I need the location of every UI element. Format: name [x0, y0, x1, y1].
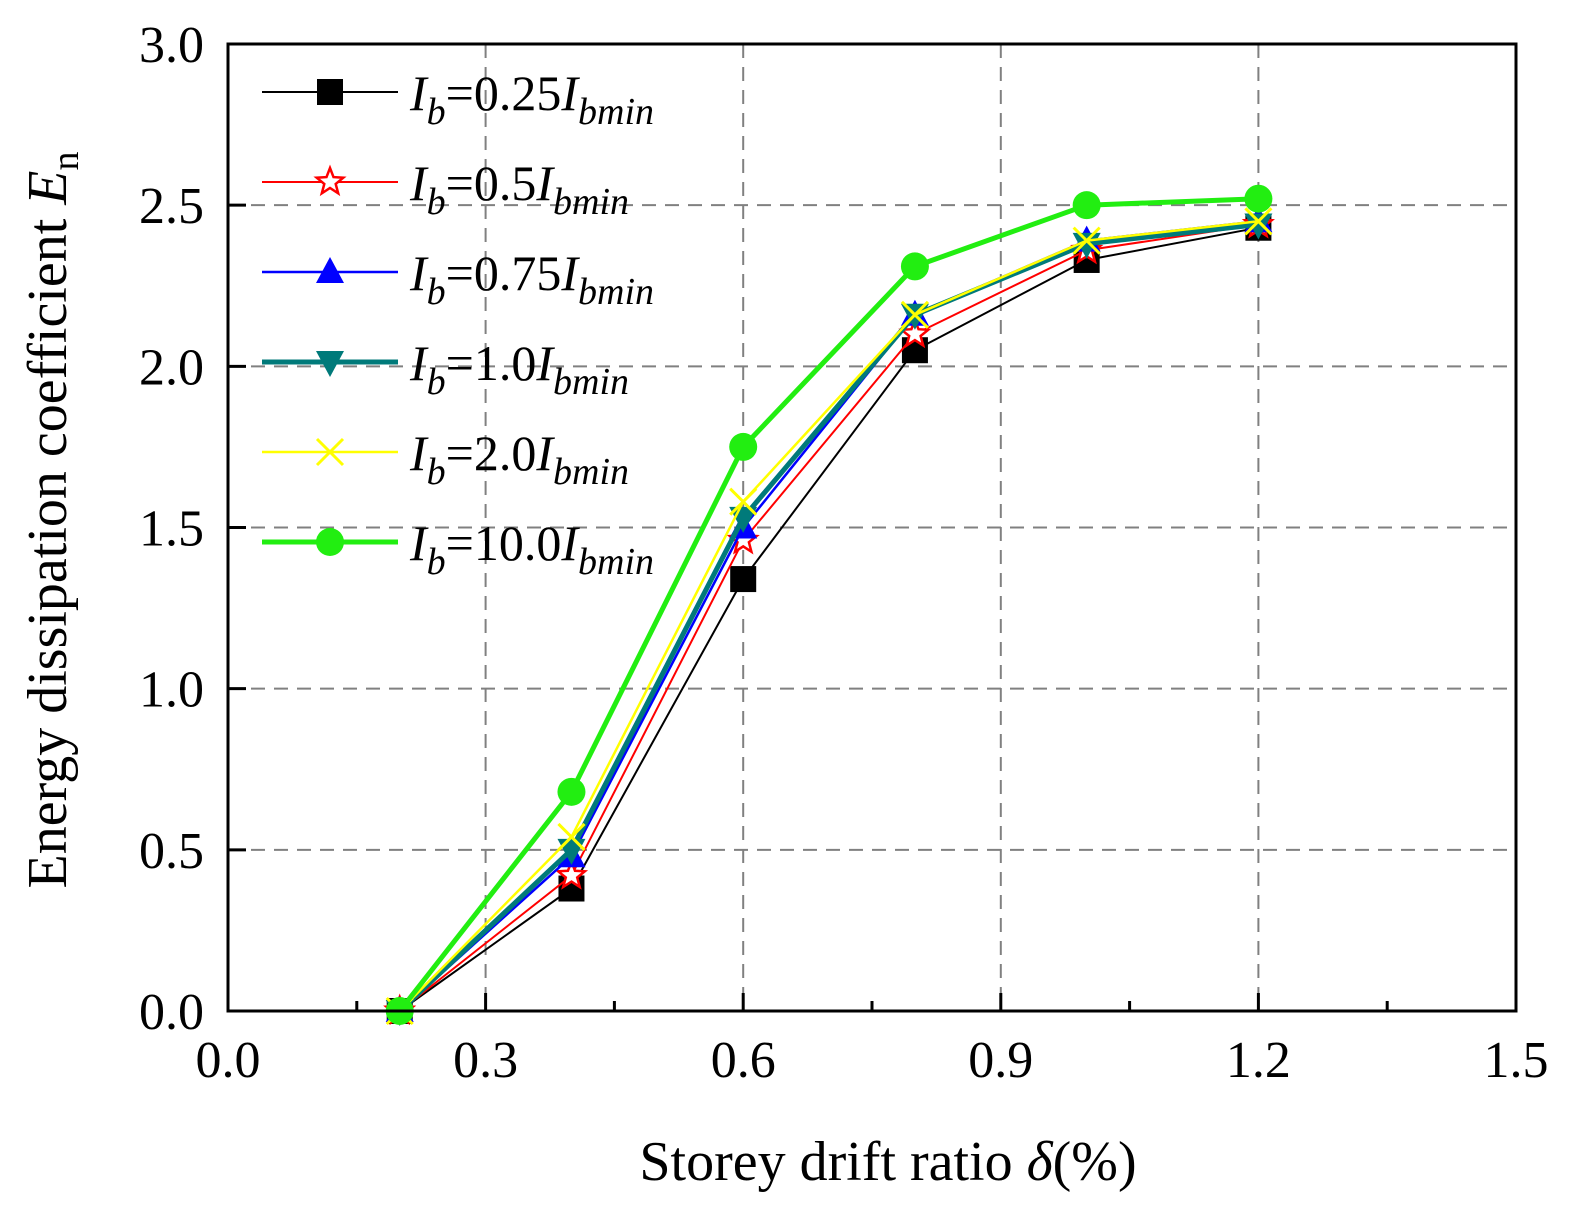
x-tick-label: 0.9: [968, 1032, 1033, 1089]
legend-label: Ib=10.0Ibmin: [409, 515, 654, 583]
x-axis-symbol: δ: [1027, 1131, 1054, 1193]
data-point: [1244, 213, 1273, 240]
data-point: [729, 432, 758, 461]
data-point: [900, 252, 929, 281]
x-tick-label: 0.3: [453, 1032, 518, 1089]
legend-label: Ib=2.0Ibmin: [409, 425, 629, 493]
legend-item: Ib=0.25Ibmin: [262, 65, 654, 133]
data-point: [729, 487, 758, 516]
x-tick-label: 0.6: [711, 1032, 776, 1089]
data-point: [554, 858, 589, 890]
legend-marker: [315, 437, 345, 467]
legend-label: Ib=0.75Ibmin: [409, 245, 654, 313]
series-layer: [383, 184, 1276, 1026]
data-point: [730, 566, 757, 593]
y-tick-label: 2.5: [139, 178, 204, 235]
y-tick-label: 2.0: [139, 339, 204, 396]
series-line: [397, 222, 1259, 1013]
y-tick-label: 0.5: [139, 823, 204, 880]
series-line: [398, 220, 1259, 1012]
series-line: [399, 226, 1259, 1012]
data-point: [1244, 207, 1273, 236]
legend-marker: [316, 351, 344, 377]
legend-marker: [317, 79, 343, 105]
legend-marker: [316, 257, 344, 283]
legend-item: Ib=2.0Ibmin: [262, 425, 629, 493]
x-axis-label: Storey drift ratio δ(%): [639, 1131, 1136, 1193]
data-point: [1072, 191, 1101, 220]
legend-label: Ib=0.25Ibmin: [409, 65, 654, 133]
x-axis-unit: (%): [1053, 1131, 1137, 1193]
x-tick-label: 0.0: [196, 1032, 261, 1089]
legend-item: Ib=1.0Ibmin: [262, 335, 629, 403]
legend-item: Ib=0.5Ibmin: [262, 155, 629, 223]
tick-labels: 0.0 0.3 0.6 0.9 1.2 1.5 0.0 0.5 1.0 1.5 2.0 2.5 3.0: [139, 17, 1549, 1089]
legend-label: Ib=1.0Ibmin: [409, 335, 629, 403]
y-tick-label: 3.0: [139, 17, 204, 74]
data-point: [900, 300, 929, 329]
x-tick-label: 1.5: [1484, 1032, 1549, 1089]
legend-item: Ib=10.0Ibmin: [262, 515, 654, 583]
y-tick-label: 1.5: [139, 501, 204, 558]
legend-item: Ib=0.75Ibmin: [262, 245, 654, 313]
data-point: [1072, 226, 1101, 255]
y-tick-label: 0.0: [139, 984, 204, 1041]
legend: Ib=0.25Ibmin Ib=0.5Ibmin Ib=0.75Ibmin Ib=1.…: [262, 65, 654, 583]
y-axis-symbol: E: [17, 171, 79, 206]
legend-marker: [316, 528, 344, 556]
data-point: [557, 822, 586, 852]
legend-label: Ib=0.5Ibmin: [409, 155, 629, 223]
legend-marker: [313, 164, 347, 197]
data-point: [1244, 184, 1273, 213]
y-axis-label: Energy dissipation coefficient En: [17, 152, 87, 889]
data-point: [557, 777, 586, 806]
series-line: [397, 196, 1259, 1013]
y-tick-label: 1.0: [139, 662, 204, 719]
y-axis-subscript: n: [45, 152, 87, 171]
series-6: [385, 184, 1273, 1025]
series-line: [399, 223, 1259, 1012]
tick-marks: [226, 42, 1518, 1013]
x-tick-label: 1.2: [1226, 1032, 1291, 1089]
